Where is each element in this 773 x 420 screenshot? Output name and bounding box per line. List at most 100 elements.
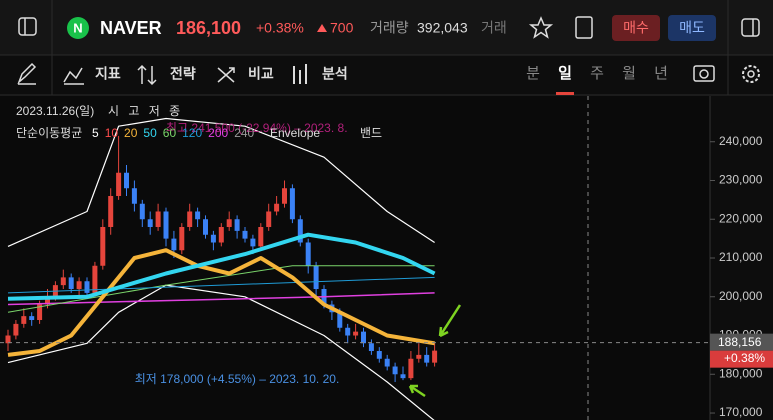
candle-body bbox=[163, 211, 169, 239]
candle-body bbox=[76, 281, 82, 290]
period-tab[interactable]: 일 bbox=[558, 65, 572, 82]
sell-button[interactable] bbox=[668, 15, 716, 41]
ma-period: 60 bbox=[163, 126, 177, 140]
ma-period: 10 bbox=[105, 126, 119, 140]
change: 700 bbox=[330, 20, 354, 36]
candle-body bbox=[368, 343, 374, 352]
candle-body bbox=[124, 172, 129, 189]
ma-period: 20 bbox=[124, 126, 138, 140]
candle-body bbox=[195, 211, 201, 220]
y-tick-label: 220,000 bbox=[719, 211, 763, 225]
candle-body bbox=[313, 265, 319, 290]
candle-body bbox=[384, 358, 390, 367]
period-tab[interactable]: 분 bbox=[526, 65, 540, 82]
y-tick-label: 180,000 bbox=[719, 366, 763, 380]
y-tick-label: 200,000 bbox=[719, 289, 763, 303]
last-change: +0.38% bbox=[724, 351, 765, 365]
volume-label: 거래량 bbox=[370, 20, 409, 36]
candle-body bbox=[187, 211, 193, 227]
settings-button[interactable] bbox=[742, 65, 760, 83]
candle-body bbox=[210, 234, 216, 243]
candle-body bbox=[108, 195, 114, 227]
tool-button[interactable]: 분석 bbox=[322, 66, 348, 82]
ma-period: 120 bbox=[182, 126, 202, 140]
candle-body bbox=[250, 238, 256, 247]
y-tick-label: 170,000 bbox=[719, 405, 763, 419]
candle-body bbox=[258, 226, 264, 247]
candle-body bbox=[274, 203, 280, 212]
tool-button[interactable]: 지표 bbox=[95, 66, 121, 82]
candle-body bbox=[392, 366, 398, 375]
period-tab[interactable]: 년 bbox=[654, 65, 668, 82]
candle-body bbox=[305, 242, 311, 266]
indicator-line bbox=[7, 292, 435, 306]
screenshot-button[interactable] bbox=[693, 65, 715, 82]
favorite-button[interactable] bbox=[528, 16, 554, 39]
panel-icon[interactable] bbox=[741, 18, 760, 37]
candle-body bbox=[21, 316, 27, 324]
arrow bbox=[408, 384, 426, 398]
memo-button[interactable] bbox=[575, 16, 593, 39]
indicator-line bbox=[7, 117, 435, 247]
candle-body bbox=[282, 188, 287, 204]
candle-body bbox=[37, 304, 43, 321]
period-underline bbox=[556, 92, 574, 95]
candle-body bbox=[297, 219, 303, 243]
analysis-icon bbox=[293, 64, 307, 84]
compare-icon bbox=[217, 67, 235, 83]
indicator-line bbox=[7, 232, 436, 301]
candle-body bbox=[68, 277, 74, 290]
logo-text: N bbox=[73, 20, 82, 35]
candle-body bbox=[266, 211, 272, 227]
sell-label: 매도 bbox=[679, 20, 705, 36]
ma-period: 50 bbox=[143, 126, 157, 140]
sidebar-icon[interactable] bbox=[18, 17, 37, 36]
candle-body bbox=[92, 265, 98, 293]
low-note: 최저 178,000 (+4.55%) – 2023. 10. 20. bbox=[135, 372, 340, 386]
candle-body bbox=[218, 226, 224, 243]
y-tick-label: 210,000 bbox=[719, 250, 763, 264]
candle-body bbox=[147, 219, 153, 227]
candle-body bbox=[60, 277, 66, 286]
ma-period: 200 bbox=[208, 126, 228, 140]
period-tab[interactable]: 월 bbox=[622, 65, 636, 82]
candle-body bbox=[242, 230, 248, 239]
arrow bbox=[438, 304, 462, 338]
candle-body bbox=[376, 351, 382, 359]
strategy-icon bbox=[137, 64, 157, 86]
candle-body bbox=[361, 331, 366, 344]
indicator-line bbox=[7, 276, 435, 294]
candle-body bbox=[5, 335, 11, 344]
buy-label: 매수 bbox=[623, 20, 649, 36]
crosshair-value: 188,156 bbox=[718, 335, 762, 349]
indicator-line bbox=[7, 284, 435, 420]
indicator-icon bbox=[63, 67, 84, 85]
candle-body bbox=[100, 226, 106, 266]
candle-body bbox=[337, 312, 343, 328]
plot-area bbox=[0, 96, 710, 420]
tool-button[interactable]: 전략 bbox=[170, 66, 196, 82]
tool-button[interactable]: 비교 bbox=[248, 66, 274, 82]
candle-body bbox=[171, 238, 177, 251]
stock-name: NAVER bbox=[100, 18, 162, 38]
candle-body bbox=[408, 358, 414, 379]
price: 186,100 bbox=[176, 18, 241, 38]
indicator-line bbox=[7, 248, 435, 357]
volume: 392,043 bbox=[417, 20, 468, 36]
candle-body bbox=[131, 188, 137, 204]
ma-period: 5 bbox=[92, 126, 99, 140]
change-pct: +0.38% bbox=[256, 20, 304, 36]
period-tab[interactable]: 주 bbox=[590, 65, 604, 82]
candle-body bbox=[234, 219, 240, 231]
candle-body bbox=[84, 281, 90, 293]
settings-button bbox=[747, 70, 755, 78]
y-tick-label: 230,000 bbox=[719, 173, 763, 187]
ohlc-labels: 시 고 저 종 bbox=[108, 104, 183, 118]
candle-body bbox=[226, 219, 232, 227]
candle-body bbox=[432, 350, 438, 363]
buy-button[interactable] bbox=[612, 15, 660, 41]
draw-tool[interactable] bbox=[17, 62, 37, 85]
screenshot-button bbox=[699, 69, 709, 79]
